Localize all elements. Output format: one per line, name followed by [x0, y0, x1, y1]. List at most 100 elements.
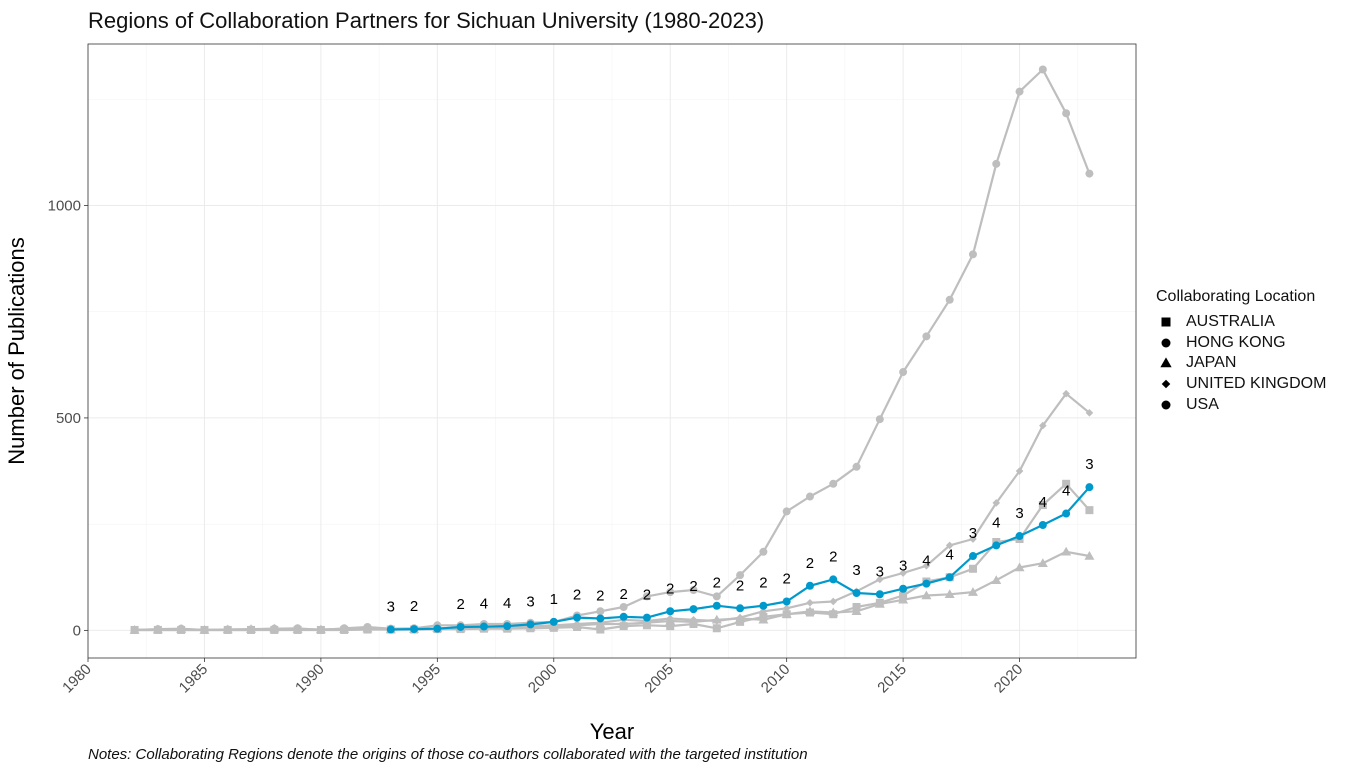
data-point-united-kingdom [573, 620, 581, 628]
data-label: 3 [1085, 456, 1093, 473]
data-point-japan [874, 599, 885, 608]
data-point-australia [666, 622, 675, 631]
data-point-united-kingdom [177, 626, 185, 634]
x-tick-label: 2015 [874, 661, 910, 697]
data-point-united-kingdom [806, 598, 814, 607]
data-point-usa [922, 579, 931, 588]
x-axis-title: Year [590, 719, 634, 744]
data-point-united-kingdom [713, 617, 721, 625]
data-label: 2 [619, 586, 627, 603]
data-label: 3 [852, 562, 860, 579]
legend: Collaborating Location AUSTRALIA HONG KON… [1156, 288, 1326, 415]
legend-label: JAPAN [1186, 354, 1237, 372]
data-point-usa [666, 607, 675, 616]
x-tick-label: 2000 [525, 661, 561, 697]
data-point-australia [1085, 506, 1094, 515]
data-point-hong-kong [1038, 65, 1047, 74]
legend-items: AUSTRALIA HONG KONG JAPAN UNITED KINGDOM USA [1156, 312, 1326, 415]
data-point-usa [573, 613, 582, 622]
data-label: 4 [1039, 494, 1047, 511]
data-point-japan [944, 589, 955, 599]
data-point-united-kingdom [1015, 467, 1024, 475]
data-point-usa [479, 622, 488, 631]
data-label: 3 [969, 525, 977, 542]
data-label: 2 [666, 580, 674, 597]
data-label: 2 [736, 577, 744, 594]
legend-label: UNITED KINGDOM [1186, 375, 1327, 393]
data-point-usa [689, 605, 698, 614]
x-tick-label: 2020 [991, 661, 1027, 697]
data-point-usa [899, 584, 908, 593]
series-usa [386, 483, 1094, 634]
legend-title: Collaborating Location [1156, 288, 1316, 305]
series-layer [129, 65, 1095, 634]
data-point-hong-kong [875, 415, 884, 424]
data-point-usa [945, 573, 954, 582]
data-point-japan [804, 606, 815, 616]
legend-item: UNITED KINGDOM [1156, 374, 1326, 395]
data-point-hong-kong [619, 603, 628, 612]
data-point-united-kingdom [200, 626, 209, 634]
data-label: 2 [410, 598, 418, 615]
legend-label: HONG KONG [1186, 333, 1286, 351]
data-label: 3 [899, 558, 907, 575]
x-tick-label: 1980 [59, 661, 95, 697]
x-tick-label: 1995 [409, 661, 445, 697]
data-label: 3 [876, 563, 884, 580]
data-label: 2 [456, 596, 464, 613]
data-point-united-kingdom [317, 625, 325, 634]
data-label: 4 [1062, 483, 1070, 500]
data-label: 3 [387, 599, 395, 616]
data-point-hong-kong [596, 607, 605, 616]
data-point-hong-kong [759, 547, 768, 556]
data-point-usa [968, 552, 977, 561]
data-label: 2 [573, 587, 581, 604]
data-point-japan [1014, 562, 1025, 572]
data-point-usa [759, 601, 768, 610]
data-point-united-kingdom [969, 535, 977, 543]
data-point-usa [410, 625, 419, 634]
data-label: 2 [829, 548, 837, 565]
legend-item: HONG KONG [1156, 333, 1326, 354]
data-point-united-kingdom [154, 626, 162, 634]
data-point-japan [828, 607, 839, 617]
data-point-hong-kong [666, 588, 675, 597]
data-point-japan [781, 609, 792, 618]
data-point-hong-kong [712, 592, 721, 601]
data-point-united-kingdom [666, 614, 675, 623]
data-point-hong-kong [805, 492, 814, 501]
data-point-usa [829, 575, 838, 584]
data-point-australia [596, 625, 605, 634]
data-label: 2 [759, 575, 767, 592]
legend-key [1156, 374, 1176, 394]
data-label: 4 [992, 514, 1000, 531]
data-point-australia [1062, 479, 1071, 488]
data-point-australia [968, 564, 977, 573]
data-point-usa [852, 588, 861, 597]
data-point-united-kingdom [829, 597, 838, 606]
y-axis-title: Number of Publications [4, 237, 29, 464]
legend-symbol [1160, 357, 1172, 368]
data-point-usa [596, 614, 605, 623]
data-point-united-kingdom [899, 569, 907, 577]
data-point-hong-kong [1085, 169, 1094, 178]
data-point-hong-kong [968, 250, 977, 259]
data-label: 2 [713, 575, 721, 592]
data-label: 4 [503, 595, 511, 612]
data-point-australia [1038, 501, 1047, 510]
data-point-japan [1061, 546, 1072, 556]
data-label: 2 [782, 570, 790, 587]
data-point-hong-kong [945, 295, 954, 304]
data-point-usa [805, 581, 814, 590]
data-point-hong-kong [992, 159, 1001, 168]
data-point-hong-kong [852, 462, 861, 471]
legend-label: USA [1186, 395, 1219, 413]
data-point-hong-kong [922, 332, 931, 341]
data-point-hong-kong [689, 586, 698, 595]
data-point-japan [851, 606, 862, 616]
data-label: 4 [922, 553, 930, 570]
data-point-usa [782, 597, 791, 606]
data-point-united-kingdom [759, 607, 768, 616]
data-point-hong-kong [782, 507, 791, 516]
data-point-japan [1084, 551, 1095, 560]
